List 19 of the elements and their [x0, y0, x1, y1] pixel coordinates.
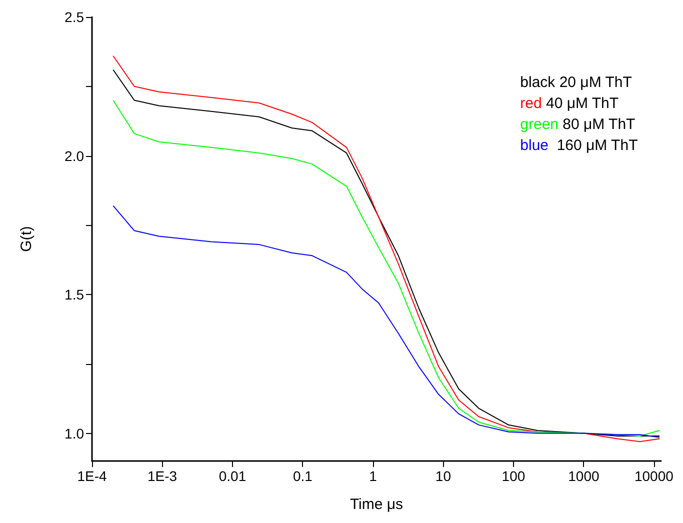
x-tick-label: 10 [435, 468, 452, 484]
text: green 80 μM ThT [520, 116, 636, 133]
x-tick-label: 1E-4 [77, 468, 107, 484]
y-axis-title: G(t) [18, 226, 35, 252]
x-tick-label: 1E-3 [147, 468, 178, 484]
x-tick-label: 0.1 [292, 468, 313, 484]
x-tick-label: 0.01 [218, 468, 246, 484]
x-tick-label: 1000 [568, 468, 600, 484]
x-axis-title: Time μs [350, 496, 404, 513]
text: blue 160 μM ThT [520, 137, 638, 154]
y-tick-label: 1.5 [64, 286, 84, 302]
y-tick-label: 2.0 [64, 148, 84, 164]
y-tick-label: 2.5 [64, 9, 84, 25]
y-tick-label: 1.0 [64, 425, 84, 442]
x-tick-label: 10000 [634, 468, 674, 484]
x-tick-label: 1 [369, 468, 378, 484]
text: black 20 μM ThT [520, 74, 632, 91]
text: red 40 μM ThT [520, 95, 619, 112]
x-tick-label: 100 [502, 468, 526, 484]
